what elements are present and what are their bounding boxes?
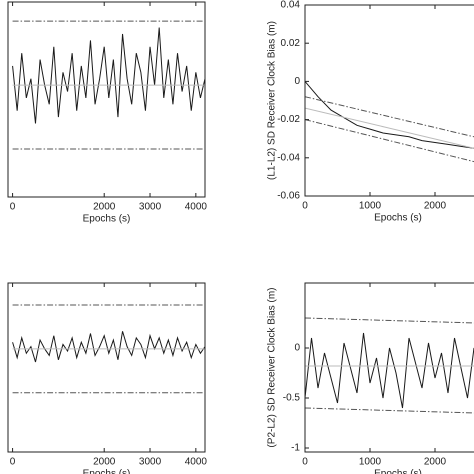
subplot: 0 2000 3000 4000 Epochs (s) <box>7 1 208 225</box>
y-axis-label: (L1-L2) SD Receiver Clock Bias (m) <box>267 21 278 180</box>
x-axis-label: Epochs (s) <box>83 469 131 474</box>
subplot: 0 1000 2000 0.04 0.02 0 -0.02 -0.04 -0.06 Epochs … <box>267 0 474 224</box>
x-tick-label: 0 <box>302 457 308 468</box>
y-tick-label: 0 <box>294 76 300 87</box>
x-axis-label: Epochs (s) <box>374 469 422 474</box>
data-line <box>305 332 474 409</box>
plot-area <box>12 20 205 150</box>
y-tick-label: -1 <box>291 443 300 454</box>
reference-line <box>305 96 474 138</box>
y-tick-label: 0.04 <box>281 0 301 11</box>
x-tick-label: 0 <box>302 201 308 212</box>
y-tick-label: -0.02 <box>277 114 300 125</box>
x-tick-label: 4000 <box>185 202 208 213</box>
data-line <box>305 81 474 149</box>
reference-line <box>305 407 474 414</box>
data-line <box>12 331 205 363</box>
x-tick-label: 3000 <box>139 457 162 468</box>
subplot: 0 2000 3000 4000 Epochs (s) <box>7 282 208 474</box>
x-tick-label: 0 <box>10 457 16 468</box>
reference-line <box>305 317 474 324</box>
x-tick-label: 4000 <box>185 457 208 468</box>
reference-line <box>305 107 474 149</box>
y-axis-label: (P2-L2) SD Receiver Clock Bias (m) <box>267 287 278 447</box>
x-tick-label: 3000 <box>139 202 162 213</box>
x-tick-label: 0 <box>10 202 16 213</box>
x-tick-label: 1000 <box>359 457 382 468</box>
y-tick-label: -0.04 <box>277 152 300 163</box>
x-axis-label: Epochs (s) <box>374 213 422 224</box>
x-tick-label: 2000 <box>93 202 116 213</box>
y-tick-label: -0.06 <box>277 191 300 202</box>
y-tick-label: -0.5 <box>283 393 301 404</box>
axes-frame <box>7 282 206 453</box>
data-line <box>12 27 205 124</box>
axes-frame <box>7 1 206 198</box>
axes-frame <box>304 4 474 197</box>
x-tick-label: 2000 <box>424 457 447 468</box>
subplot: 0 1000 2000 0 -0.5 -1 Epochs (s) (P2-L2) SD Rec… <box>267 282 474 474</box>
y-tick-label: 0.02 <box>281 38 301 49</box>
reference-line <box>305 119 474 163</box>
x-tick-label: 2000 <box>424 201 447 212</box>
x-axis-label: Epochs (s) <box>83 214 131 225</box>
plot-area <box>12 304 205 394</box>
plot-area <box>305 81 474 163</box>
y-tick-label: 0 <box>294 343 300 354</box>
x-tick-label: 2000 <box>93 457 116 468</box>
plot-area <box>305 317 474 414</box>
axes-frame <box>304 282 474 453</box>
x-tick-label: 1000 <box>359 201 382 212</box>
